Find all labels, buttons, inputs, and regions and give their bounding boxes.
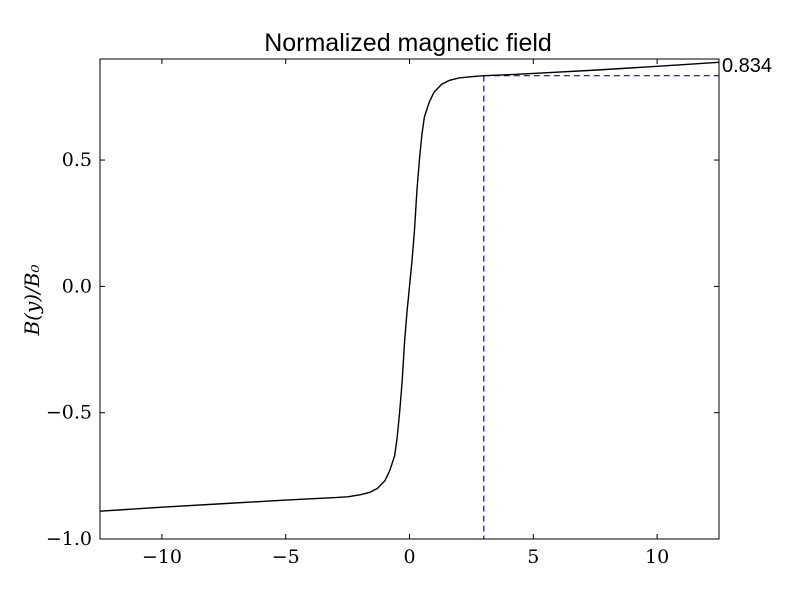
- y-axis-label: B(y)/B₀: [20, 264, 44, 336]
- y-tick-label: −0.5: [46, 402, 92, 424]
- chart-title: Normalized magnetic field: [264, 29, 552, 57]
- x-tick-label: −10: [142, 546, 182, 568]
- plot-layer: [99, 61, 720, 539]
- x-tick-label: 0: [403, 546, 415, 568]
- y-tick-label: 0.0: [62, 275, 92, 297]
- series-line-1: [99, 61, 720, 512]
- x-tick-label: −5: [272, 546, 300, 568]
- x-axis: −10 −5 0 5 10: [142, 59, 669, 568]
- x-tick-label: 5: [527, 546, 539, 568]
- y-axis: −1.0 −0.5 0.0 0.5: [46, 149, 719, 550]
- plot-frame: [99, 58, 720, 540]
- y-tick-label: −1.0: [46, 528, 92, 550]
- y-tick-label: 0.5: [62, 149, 92, 171]
- annotation-value-label: 0.834: [722, 55, 772, 77]
- x-tick-label: 10: [645, 546, 669, 568]
